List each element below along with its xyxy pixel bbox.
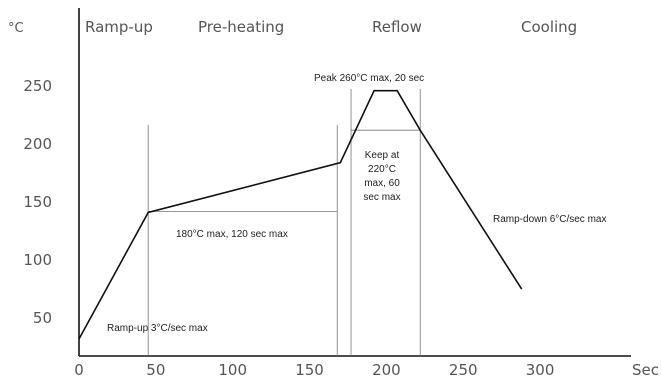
ramp-down-annotation: Ramp-down 6°C/sec max — [493, 214, 606, 225]
phase-label-pre-heating: Pre-heating — [198, 18, 284, 36]
keep-annotation-line-2: 220°C — [368, 164, 396, 175]
peak-annotation: Peak 260°C max, 20 sec — [314, 73, 424, 84]
x-tick-label: 300 — [526, 361, 555, 379]
x-axis-unit-label: Sec — [632, 361, 659, 379]
y-axis-unit-label: °C — [8, 21, 24, 36]
temperature-profile-line — [78, 89, 523, 340]
x-tick-label: 200 — [372, 361, 401, 379]
x-tick-label: 50 — [146, 361, 165, 379]
x-tick-label: 250 — [449, 361, 478, 379]
y-tick-label: 50 — [33, 309, 52, 327]
x-tick-label: 100 — [218, 361, 247, 379]
ramp-up-annotation: Ramp-up 3°C/sec max — [107, 323, 208, 334]
x-tick-label: 0 — [74, 361, 84, 379]
phase-label-reflow: Reflow — [372, 18, 422, 36]
y-tick-label: 250 — [23, 77, 52, 95]
y-tick-label: 100 — [23, 251, 52, 269]
phase-label-ramp-up: Ramp-up — [85, 18, 153, 36]
y-tick-label: 150 — [23, 193, 52, 211]
y-tick-label: 200 — [23, 135, 52, 153]
keep-annotation-line-3: max, 60 — [364, 178, 400, 189]
preheat-annotation: 180°C max, 120 sec max — [176, 229, 288, 240]
keep-annotation-line-1: Keep at — [365, 150, 400, 161]
keep-annotation-line-4: sec max — [363, 192, 400, 203]
x-tick-label: 150 — [295, 361, 324, 379]
phase-label-cooling: Cooling — [521, 18, 577, 36]
